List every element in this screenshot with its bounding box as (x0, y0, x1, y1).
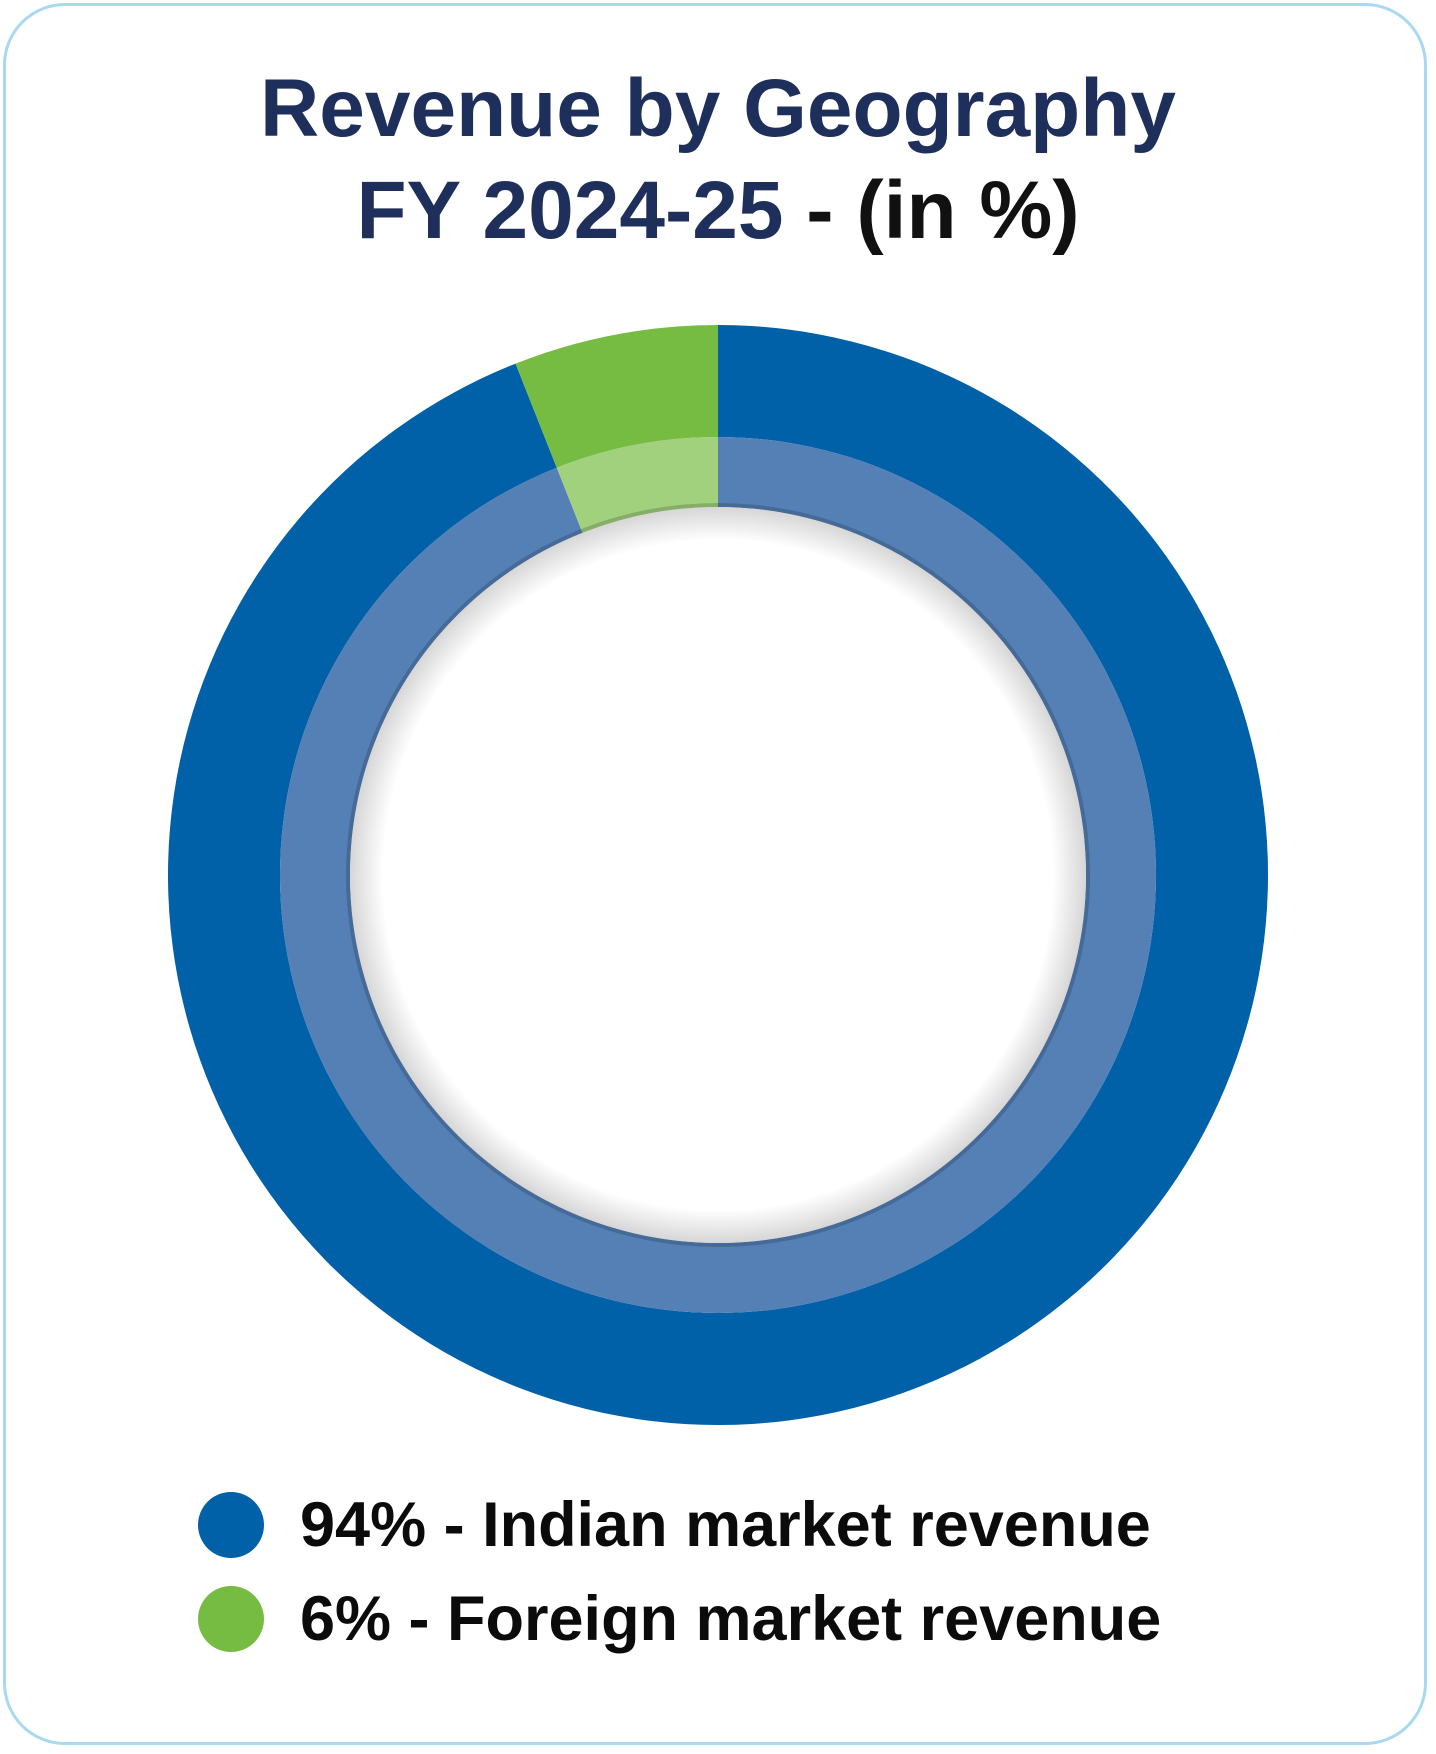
legend-item-indian: 94% - Indian market revenue (198, 1478, 1161, 1572)
chart-legend: 94% - Indian market revenue 6% - Foreign… (198, 1478, 1161, 1666)
donut-hole-shadow (346, 503, 1090, 1247)
legend-item-foreign: 6% - Foreign market revenue (198, 1572, 1161, 1666)
slice-foreign-outer (515, 325, 718, 468)
title-line-2: FY 2024-25 - (in %) (0, 160, 1436, 262)
chart-title: Revenue by Geography FY 2024-25 - (in %) (0, 58, 1436, 262)
legend-swatch-indian (198, 1492, 264, 1558)
legend-label-indian: 94% - Indian market revenue (300, 1490, 1151, 1560)
legend-label-foreign: 6% - Foreign market revenue (300, 1584, 1162, 1654)
title-unit: - (in %) (783, 165, 1080, 256)
legend-swatch-foreign (198, 1586, 264, 1652)
title-fiscal-year: FY 2024-25 (356, 165, 784, 256)
title-line-1: Revenue by Geography (260, 63, 1176, 154)
